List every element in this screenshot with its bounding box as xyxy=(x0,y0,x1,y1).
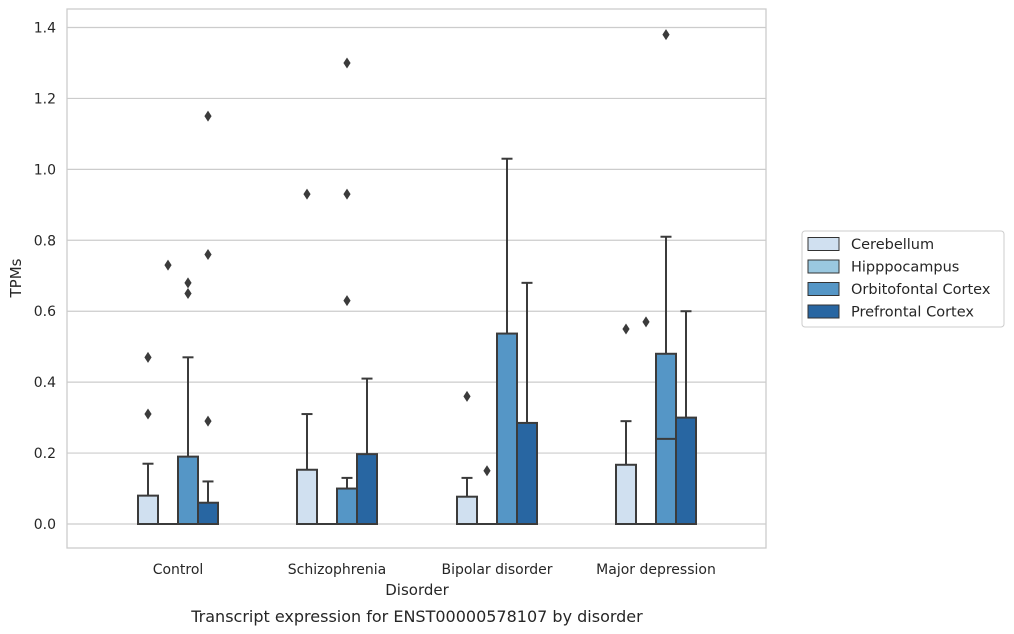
legend-label: Prefrontal Cortex xyxy=(851,305,974,321)
y-tick-label: 1.0 xyxy=(34,162,56,178)
legend-label: Orbitofontal Cortex xyxy=(851,282,991,298)
y-tick-label: 0.4 xyxy=(34,375,56,391)
box xyxy=(336,487,358,525)
x-axis-ticks: Control Schizophrenia Bipolar disorder Majo… xyxy=(153,562,716,578)
box xyxy=(296,468,318,526)
series-hipppocampus xyxy=(158,259,656,525)
legend-swatch xyxy=(807,304,840,319)
box xyxy=(177,455,199,525)
y-tick-label: 0.6 xyxy=(34,304,56,320)
legend-label: Hipppocampus xyxy=(851,260,959,276)
box-group xyxy=(516,281,538,525)
outlier-point xyxy=(483,465,491,477)
outlier-point xyxy=(204,415,212,427)
box-group xyxy=(356,377,378,525)
x-tick-label: Major depression xyxy=(596,562,716,578)
series-prefrontal-cortex xyxy=(197,110,697,526)
box-group xyxy=(615,323,637,525)
box-group xyxy=(655,29,677,525)
gridlines xyxy=(67,26,766,525)
box-group xyxy=(675,310,697,526)
outlier-point xyxy=(184,277,192,289)
y-tick-label: 1.2 xyxy=(34,91,56,107)
box-group xyxy=(336,57,358,525)
box-group xyxy=(137,351,159,525)
outlier-point xyxy=(164,259,172,271)
legend-items: Cerebellum Hipppocampus Orbitofontal Corte… xyxy=(807,237,991,321)
outlier-point xyxy=(144,408,152,420)
x-axis-title: Disorder xyxy=(385,581,449,599)
outlier-point xyxy=(642,316,650,328)
outlier-point xyxy=(463,390,471,402)
box-group xyxy=(296,188,318,526)
plot-frame xyxy=(66,8,767,549)
box-group xyxy=(158,259,178,525)
y-tick-label: 0.8 xyxy=(34,233,56,249)
box xyxy=(356,453,378,525)
legend-frame xyxy=(801,230,1005,328)
box-group xyxy=(197,110,219,526)
outlier-point xyxy=(343,57,351,69)
series-cerebellum xyxy=(137,188,637,526)
x-tick-label: Schizophrenia xyxy=(288,562,386,578)
outlier-point xyxy=(662,29,670,41)
x-tick-label: Control xyxy=(153,562,204,578)
legend-swatch xyxy=(807,259,840,274)
outlier-point xyxy=(184,287,192,299)
box xyxy=(675,416,697,526)
outlier-point xyxy=(144,351,152,363)
y-tick-label: 0.0 xyxy=(34,517,56,533)
box xyxy=(615,463,637,525)
outlier-point xyxy=(204,248,212,260)
legend-label: Cerebellum xyxy=(851,237,934,253)
box-group xyxy=(636,316,656,525)
box xyxy=(516,421,538,525)
y-axis-ticks: 0.0 0.2 0.4 0.6 0.8 1.0 1.2 1.4 xyxy=(34,21,56,534)
box-group xyxy=(496,157,518,525)
box xyxy=(197,501,219,526)
outlier-point xyxy=(343,188,351,200)
x-tick-label: Bipolar disorder xyxy=(441,562,552,578)
legend-swatch xyxy=(807,237,840,251)
outlier-point xyxy=(622,323,630,335)
legend-swatch xyxy=(807,282,840,296)
y-axis-title: TPMs xyxy=(7,258,25,298)
chart-caption: Transcript expression for ENST0000057810… xyxy=(190,607,643,626)
outlier-point xyxy=(303,188,311,200)
box xyxy=(137,494,159,525)
box-group xyxy=(477,465,497,525)
y-tick-label: 1.4 xyxy=(34,21,56,37)
box xyxy=(456,495,478,526)
outlier-point xyxy=(343,295,351,307)
box-group xyxy=(456,390,478,526)
legend: Cerebellum Hipppocampus Orbitofontal Corte… xyxy=(801,230,1005,328)
y-tick-label: 0.2 xyxy=(34,446,56,462)
box-group xyxy=(177,277,199,525)
series-orbitofontal-cortex xyxy=(177,29,677,525)
box-plot-series xyxy=(137,29,697,526)
outlier-point xyxy=(204,110,212,122)
box xyxy=(496,332,518,525)
